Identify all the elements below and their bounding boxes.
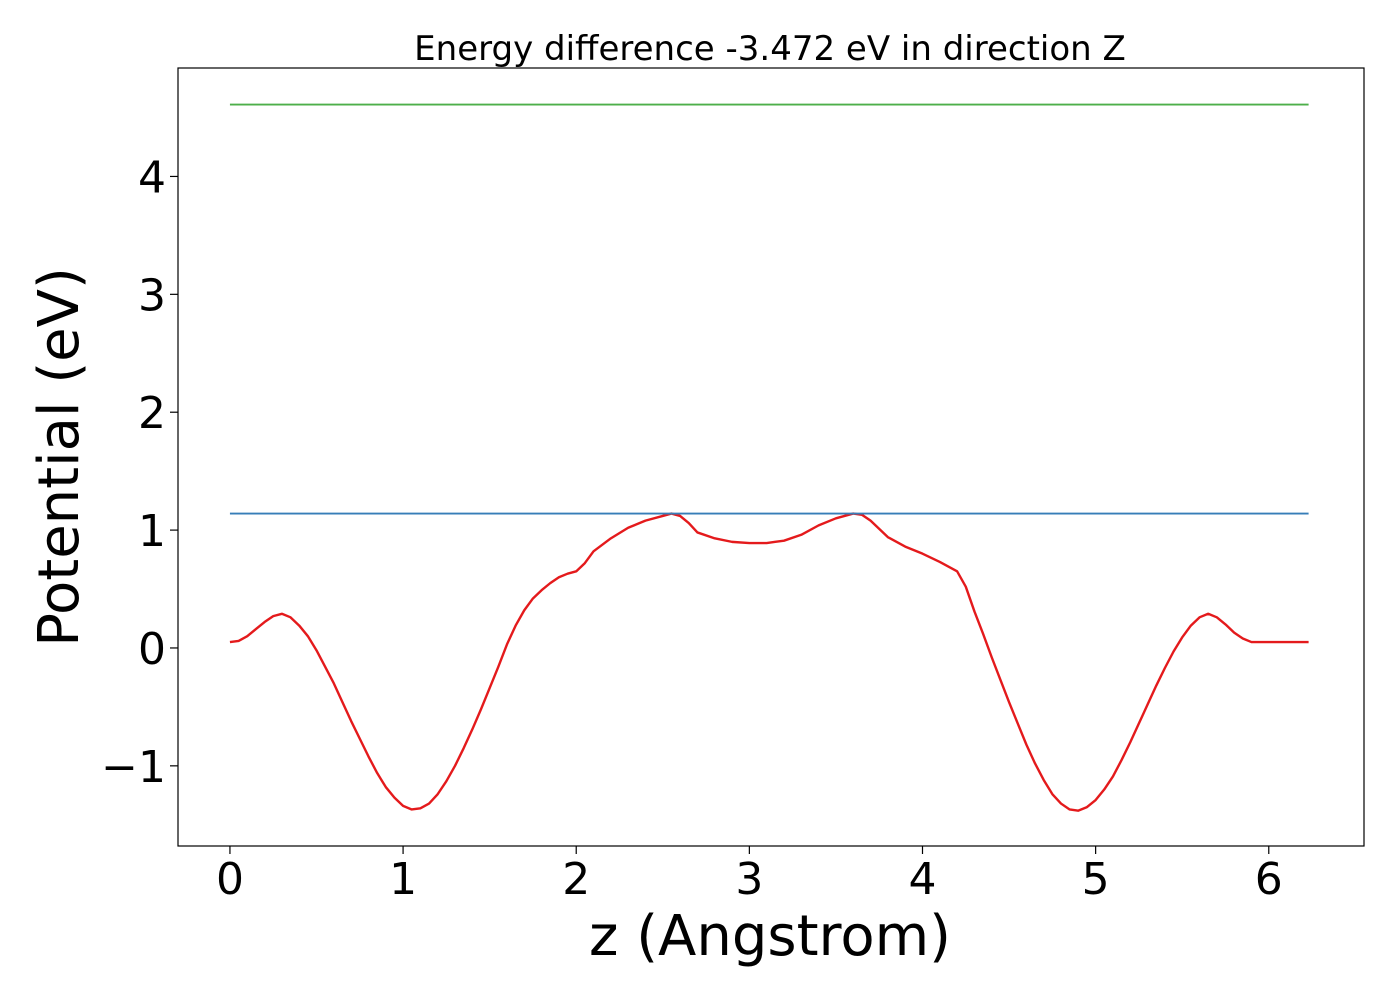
x-tick-label: 6 [1255,854,1283,905]
y-tick-label: 1 [138,506,166,557]
y-tick-label: −1 [101,742,166,793]
chart-title: Energy difference -3.472 eV in direction… [414,29,1126,69]
tick-layer: 0 1 2 3 4 5 6 −1 0 1 2 3 4 [101,152,1283,905]
x-tick-label: 3 [735,854,763,905]
y-tick-label: 2 [138,388,166,439]
x-tick-label: 5 [1082,854,1110,905]
x-tick-label: 1 [389,854,417,905]
y-axis-label: Potential (eV) [27,267,92,647]
x-tick-label: 2 [562,854,590,905]
y-tick-label: 0 [138,624,166,675]
x-tick-label: 0 [216,854,244,905]
x-tick-label: 4 [908,854,936,905]
series-line-0 [229,512,1309,812]
y-tick-label: 3 [138,270,166,321]
x-axis-label: z (Angstrom) [589,904,951,969]
plot-frame [177,67,1365,847]
y-tick-label: 4 [138,152,166,203]
series-layer [229,103,1309,812]
